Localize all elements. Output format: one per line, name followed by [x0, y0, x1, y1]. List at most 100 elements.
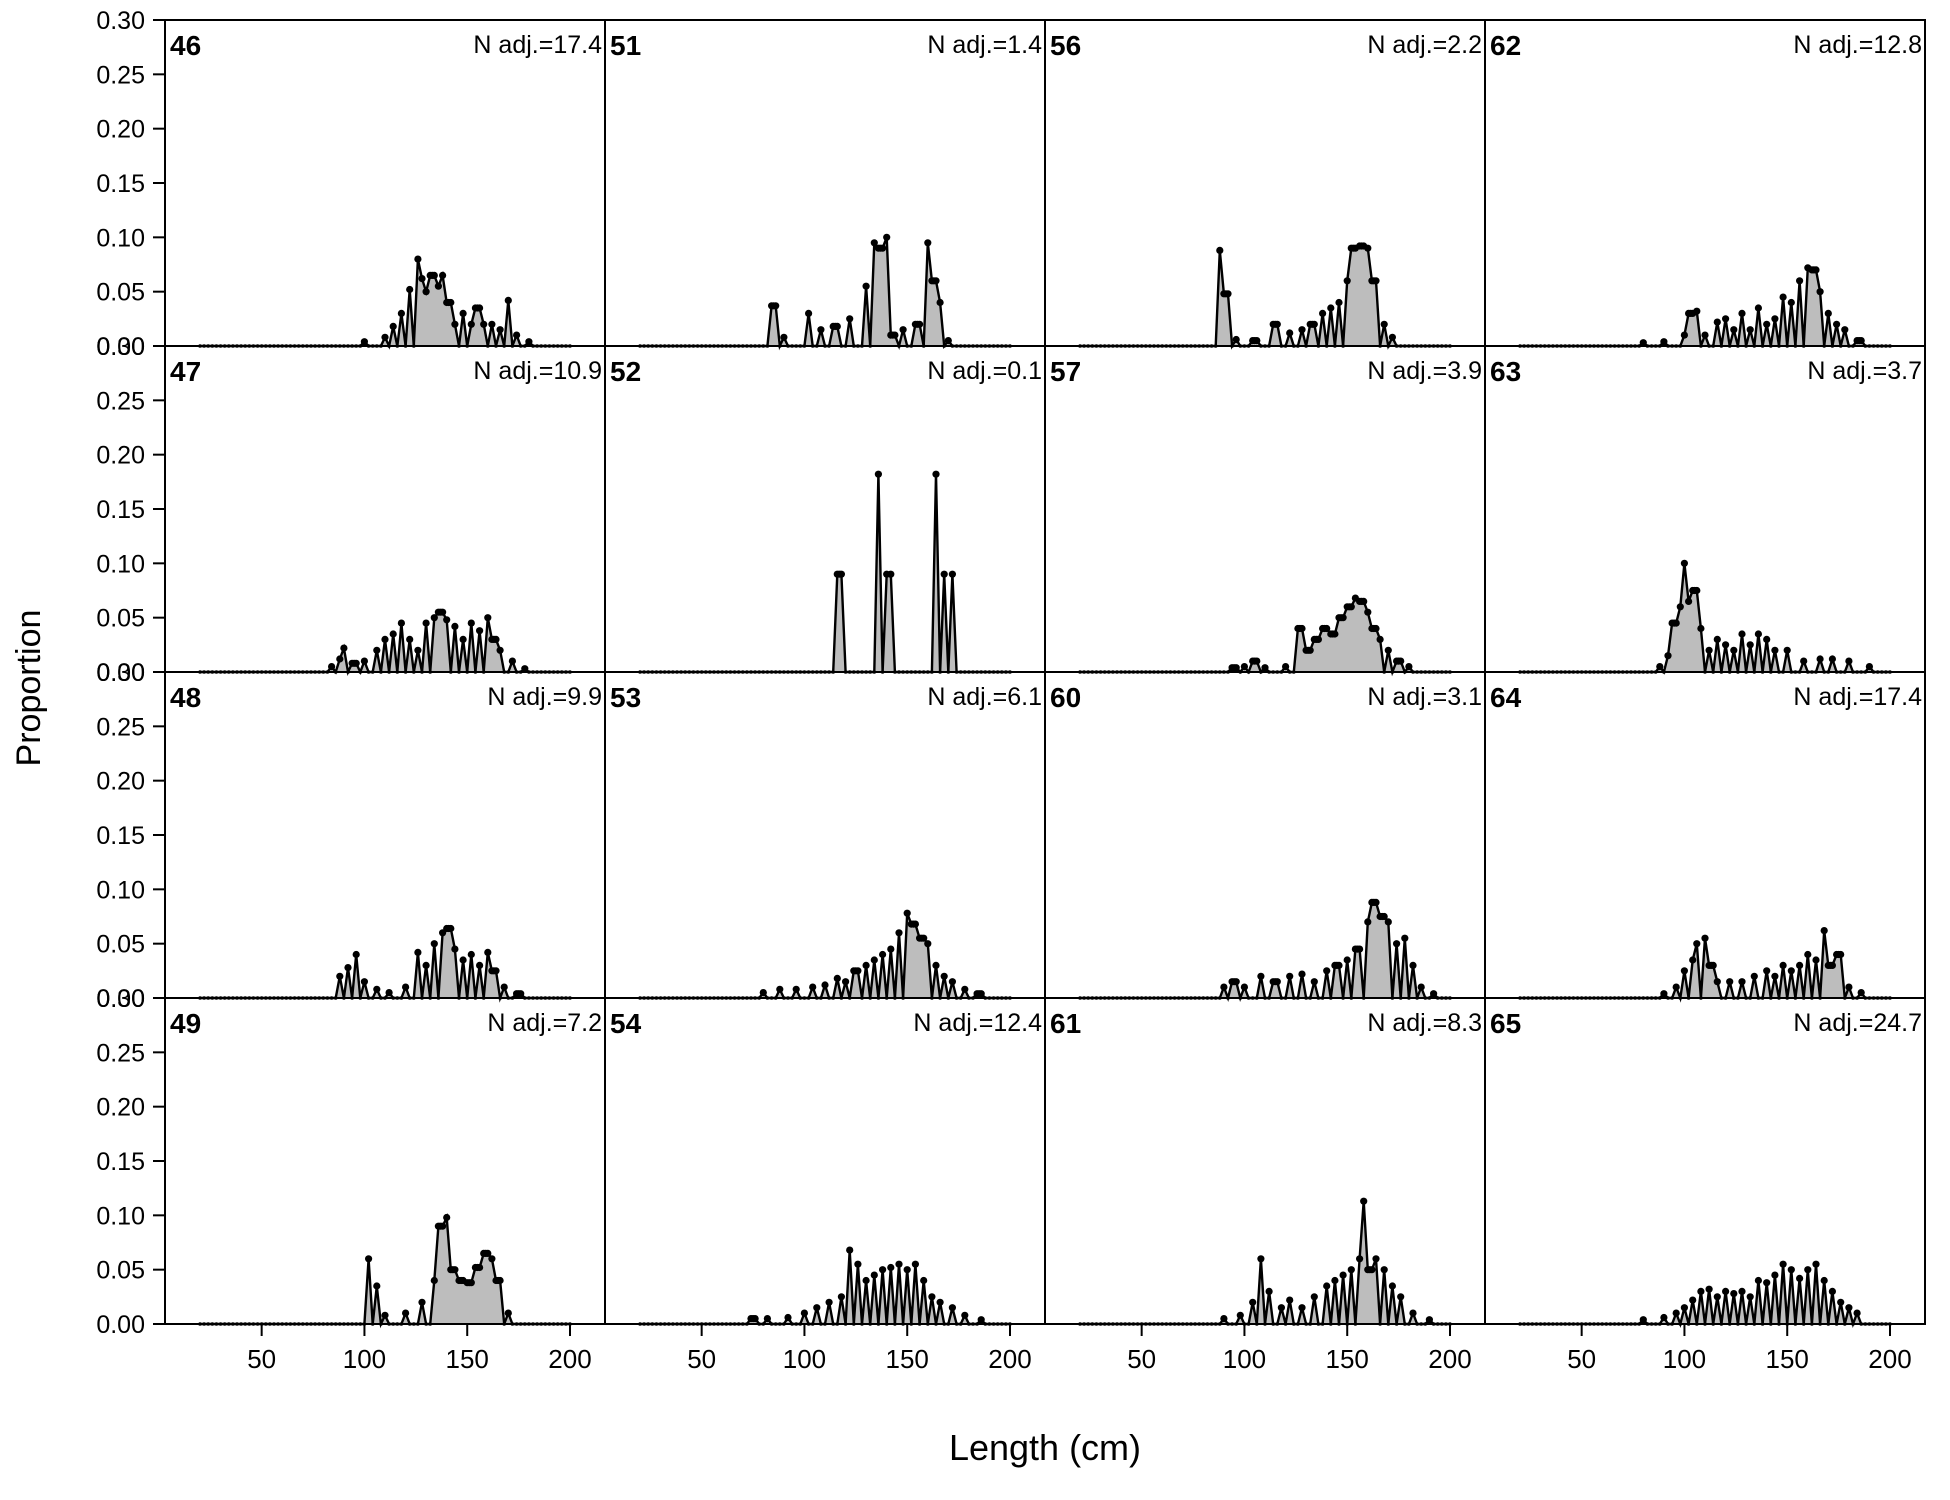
panel-65-point — [1812, 1260, 1820, 1268]
panel-62-point — [1779, 293, 1787, 301]
panel-63-point — [1730, 646, 1738, 654]
panel-53-point — [920, 934, 928, 942]
panel-48: 48 N adj.=9.9 — [164, 671, 606, 1003]
panel-61-point — [1409, 1309, 1417, 1317]
panel-56-point — [1298, 326, 1306, 334]
panel-53: 53 N adj.=6.1 — [604, 671, 1046, 1000]
panel-57-point — [1360, 597, 1368, 606]
panel-65-point — [1639, 1316, 1647, 1324]
panel-49-id: 49 — [170, 1008, 201, 1039]
panel-56-point — [1380, 320, 1388, 328]
panel-62-point — [1857, 337, 1865, 345]
panel-60: 60 N adj.=3.1 — [1044, 671, 1486, 1003]
panel-61-point — [1265, 1287, 1273, 1295]
panel-65-point — [1672, 1309, 1680, 1317]
panel-60-point — [1393, 940, 1401, 948]
panel-54-point — [751, 1315, 759, 1323]
panel-65-point — [1763, 1279, 1771, 1287]
panel-65-point — [1660, 1313, 1668, 1322]
y-tick-label: 0.10 — [96, 876, 145, 904]
panel-63-point — [1865, 663, 1873, 671]
panel-60-point — [1372, 898, 1380, 907]
panel-64-point — [1750, 972, 1758, 980]
y-tick-label: 0.05 — [96, 279, 145, 307]
panel-51-point — [932, 277, 940, 285]
panel-51-point — [883, 233, 891, 241]
x-tick-label: 50 — [247, 1344, 276, 1374]
y-tick-label: 0.20 — [96, 768, 145, 796]
panel-49-area — [200, 1217, 570, 1324]
panel-61-n-label: N adj.=8.3 — [1367, 1009, 1482, 1037]
panel-49-point — [365, 1255, 373, 1263]
panel-57-area — [1080, 598, 1450, 672]
panel-48-point — [447, 924, 455, 933]
panel-61-point — [1356, 1255, 1364, 1263]
panel-51-point — [772, 302, 780, 310]
panel-56-point — [1286, 329, 1294, 337]
panel-62-point — [1693, 307, 1701, 315]
panel-47-point — [414, 646, 422, 654]
panel-65-point — [1820, 1276, 1828, 1285]
panel-63-point — [1800, 657, 1808, 665]
panel-60-point — [1364, 918, 1372, 926]
panel-54-point — [825, 1298, 833, 1306]
panel-60-n-label: N adj.=3.1 — [1367, 683, 1482, 711]
x-tick-label: 200 — [1428, 1344, 1471, 1374]
panel-54-point — [948, 1304, 957, 1312]
panel-56-point — [1253, 337, 1261, 345]
panel-60-point — [1401, 934, 1409, 942]
panel-46-point — [467, 320, 475, 328]
panel-62-point — [1812, 266, 1820, 274]
panel-57-point — [1376, 635, 1384, 644]
panel-46-frame — [164, 19, 606, 347]
panel-64-point — [1680, 967, 1688, 975]
panel-48-point — [414, 948, 422, 957]
panel-46-point — [525, 338, 533, 346]
panel-53-point — [842, 978, 850, 986]
panel-61-point — [1310, 1293, 1318, 1301]
panel-48-n-label: N adj.=9.9 — [487, 683, 602, 711]
panel-51-point — [879, 244, 887, 252]
panel-61-point — [1380, 1266, 1388, 1274]
panel-57-point — [1261, 664, 1269, 672]
panel-49-frame — [164, 997, 606, 1325]
panel-54-point — [879, 1266, 887, 1274]
y-tick-label: 0.00 — [96, 985, 145, 1013]
panel-61-point — [1388, 1282, 1396, 1290]
panel-65-point — [1713, 1293, 1721, 1301]
panel-47-point — [430, 614, 438, 622]
panel-46-point — [430, 271, 438, 279]
panel-54-point — [887, 1263, 895, 1272]
panel-53-point — [911, 920, 920, 928]
panel-54-point — [763, 1315, 772, 1323]
panel-64-point — [1738, 978, 1746, 986]
panel-60-point — [1240, 983, 1248, 991]
panel-61-frame — [1044, 997, 1486, 1325]
panel-47-point — [422, 619, 430, 627]
panel-60-point — [1409, 961, 1417, 970]
panel-53-point — [776, 985, 784, 993]
panel-65-point — [1705, 1285, 1713, 1293]
y-tick-label: 0.30 — [96, 985, 145, 1013]
y-tick-label: 0.15 — [96, 170, 145, 198]
panel-60-point — [1356, 945, 1364, 953]
panel-62-point — [1841, 326, 1849, 334]
panel-49-line — [200, 1212, 570, 1329]
y-tick-label: 0.00 — [96, 333, 145, 361]
panel-61-point — [1220, 1315, 1228, 1323]
panel-47-id: 47 — [170, 356, 201, 387]
panel-52: 52 N adj.=0.1 — [604, 345, 1046, 674]
panel-48-point — [344, 964, 352, 972]
panel-57-n-label: N adj.=3.9 — [1367, 357, 1482, 385]
x-tick-label: 150 — [886, 1344, 929, 1374]
panel-56-point — [1310, 320, 1318, 328]
panel-53-point — [932, 961, 940, 970]
panel-65-point — [1754, 1276, 1762, 1285]
panel-47-point — [459, 635, 467, 644]
panel-57-point — [1331, 630, 1339, 638]
panel-47: 47 N adj.=10.9 — [164, 345, 606, 676]
panel-48-point — [484, 948, 492, 957]
panel-65-point — [1787, 1266, 1795, 1274]
panel-64-area — [1520, 930, 1890, 998]
